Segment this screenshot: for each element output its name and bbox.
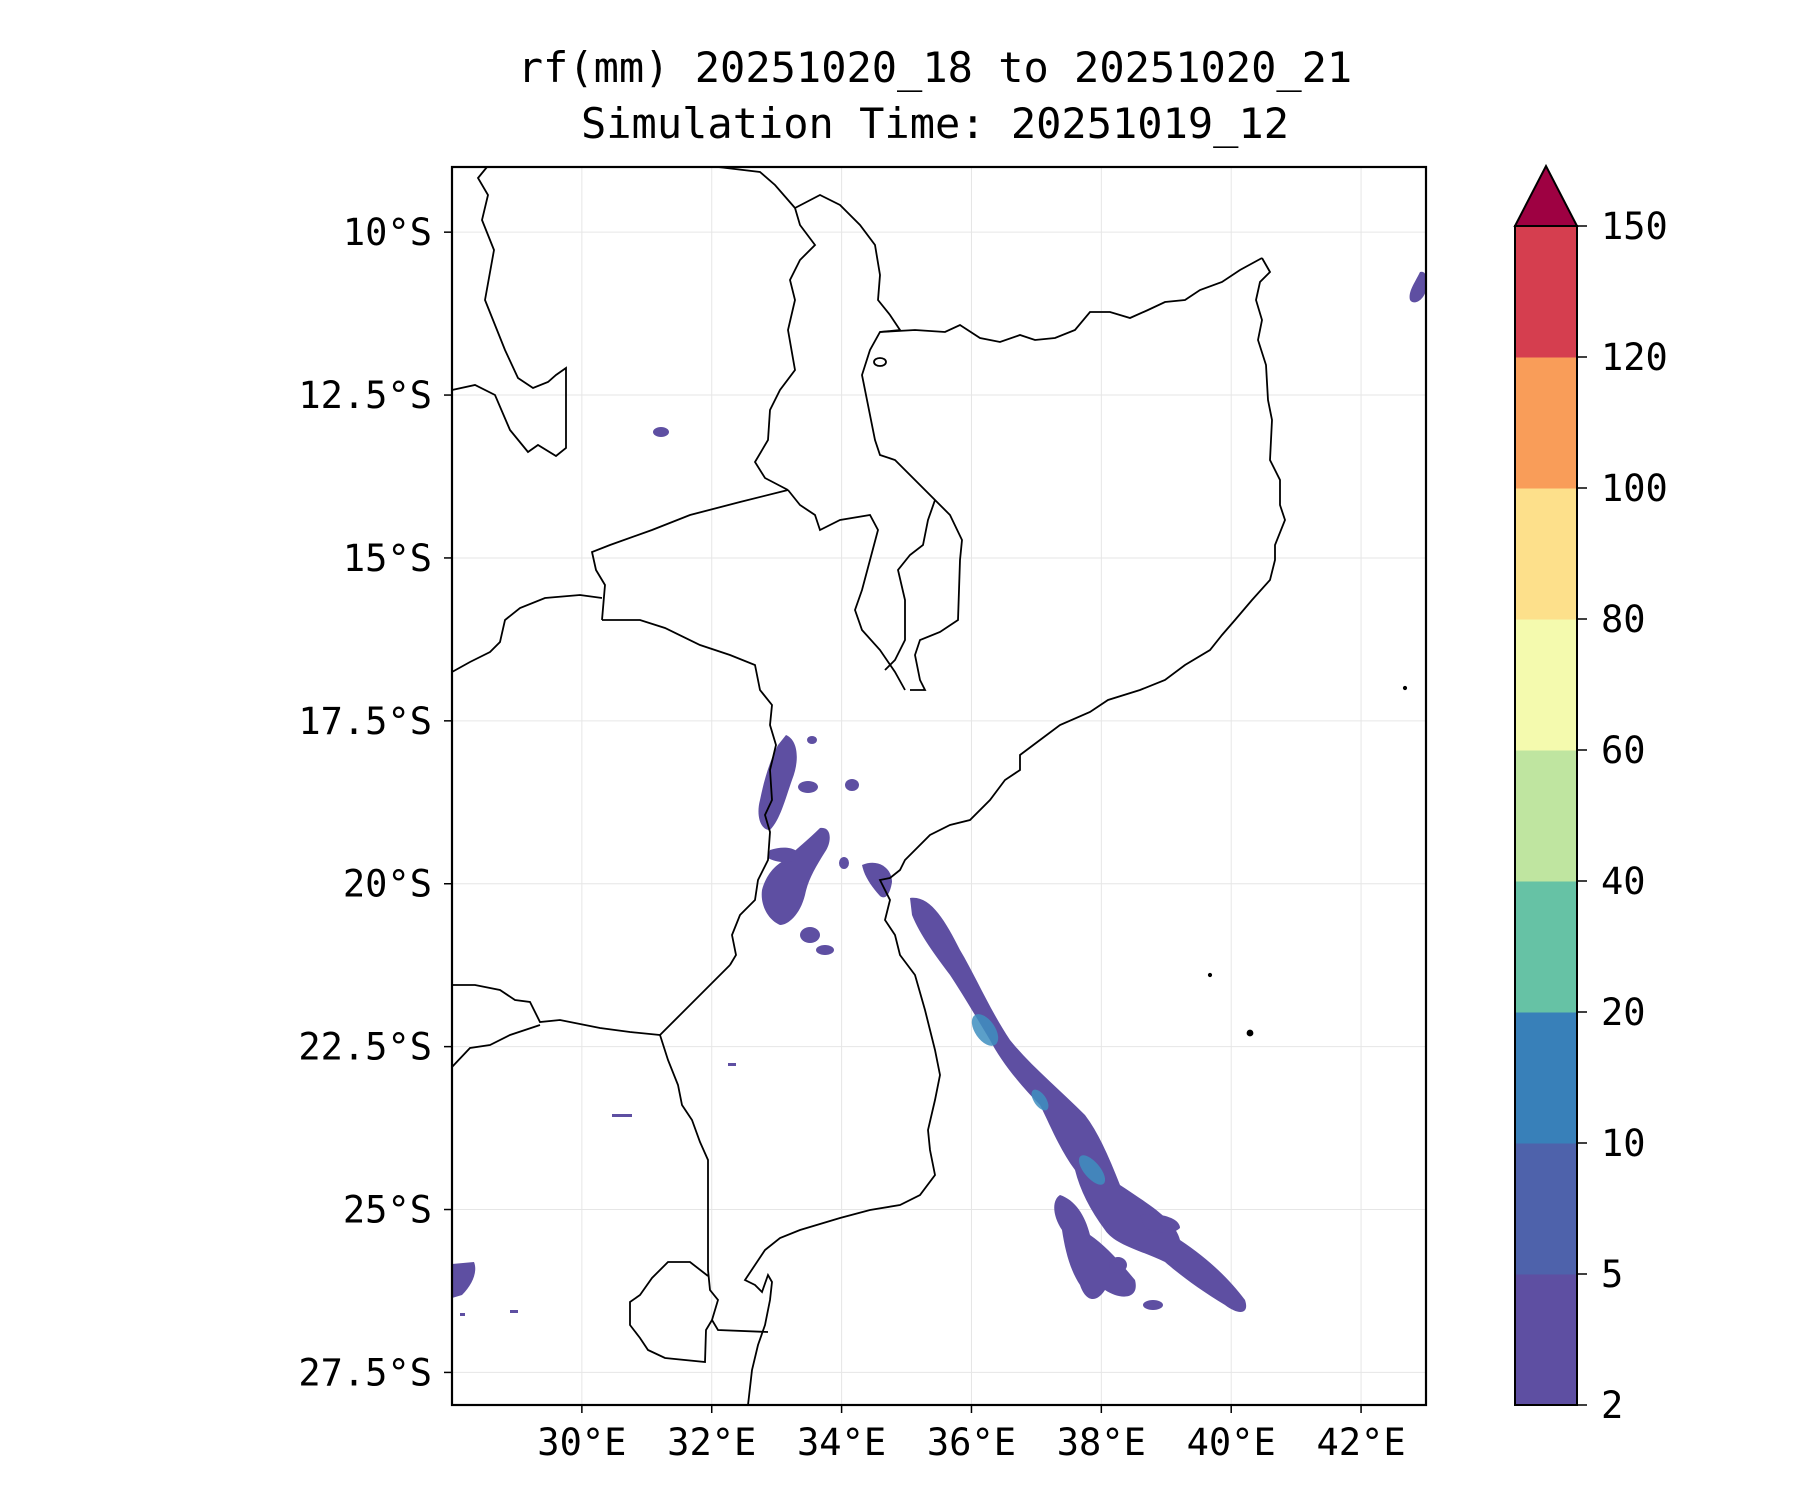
colorbar-tick-label: 150: [1601, 205, 1668, 248]
colorbar: 2 5 10 20 40 60 80 100 120 150: [1513, 163, 1668, 1427]
rain-cell: [728, 1063, 736, 1066]
x-tick-label: 40°E: [1187, 1421, 1276, 1464]
colorbar-segment: [1515, 1143, 1577, 1275]
border-malawi-west: [787, 489, 906, 691]
colorbar-extend-max: [1513, 163, 1579, 227]
y-tick-label: 17.5°S: [298, 700, 432, 743]
colorbar-tick-label: 10: [1601, 1122, 1646, 1165]
rain-cell: [1109, 1257, 1127, 1273]
y-tick-label: 22.5°S: [298, 1026, 432, 1069]
colorbar-tick-label: 60: [1601, 729, 1646, 772]
rain-cell: [653, 427, 669, 437]
colorbar-frame: [1514, 225, 1578, 1406]
border-zambia-mozambique: [590, 489, 789, 621]
colorbar-tick-label: 2: [1601, 1384, 1623, 1427]
rainfall-field: [452, 271, 1427, 1316]
y-tick-label: 20°S: [343, 863, 432, 906]
rain-band-lobe-east: [1140, 1214, 1180, 1233]
y-tick-label: 15°S: [343, 537, 432, 580]
colorbar-tick-label: 100: [1601, 467, 1668, 510]
border-malawi-tanzania: [794, 193, 963, 691]
island-marker: [1246, 1029, 1254, 1037]
rain-cell-north: [758, 735, 797, 830]
island-marker: [873, 357, 887, 367]
rain-cell: [1143, 1300, 1163, 1310]
border-zimbabwe-south: [659, 964, 731, 1036]
colorbar-tick-label: 40: [1601, 860, 1646, 903]
rain-cell-se-tanzania: [1409, 271, 1427, 303]
colorbar-segment: [1515, 226, 1577, 358]
colorbar-segment: [1515, 881, 1577, 1013]
rain-core: [971, 1014, 999, 1046]
rainfall-field-mid: [971, 1014, 1106, 1185]
rain-cell-arm: [768, 847, 800, 863]
rain-core: [1031, 1089, 1049, 1111]
title-line-2: Simulation Time: 20251019_12: [581, 99, 1289, 148]
title-line-1: rf(mm) 20251020_18 to 20251020_21: [518, 43, 1352, 92]
rain-cell: [510, 1310, 518, 1313]
island-marker: [1402, 685, 1408, 691]
map-panel: 30°E 32°E 34°E 36°E 38°E 40°E 42°E 10°S12.5°S1…: [298, 165, 1428, 1464]
y-tick-label: 12.5°S: [298, 374, 432, 417]
gridlines: [452, 167, 1426, 1405]
rain-cell-central: [761, 827, 830, 925]
map-background: [452, 167, 1426, 1405]
rain-cell: [460, 1313, 465, 1316]
colorbar-tick-label: 5: [1601, 1253, 1623, 1296]
colorbar-segment: [1515, 1274, 1577, 1406]
colorbar-tick-label: 20: [1601, 991, 1646, 1034]
country-boundaries: [451, 166, 1408, 1406]
y-tick-label: 25°S: [343, 1189, 432, 1232]
rain-cell: [816, 945, 834, 955]
rain-cell: [798, 781, 818, 793]
island-marker: [1207, 972, 1213, 978]
border-zambia-zimbabwe: [451, 594, 603, 673]
border-botswana: [452, 984, 661, 1036]
colorbar-segment: [1515, 488, 1577, 620]
colorbar-tick-label: 80: [1601, 598, 1646, 641]
colorbar-segment: [1515, 357, 1577, 489]
border-malawi-south: [884, 499, 936, 671]
colorbar-segment: [1515, 619, 1577, 751]
colorbar-segment: [1515, 1012, 1577, 1144]
x-tick-label: 34°E: [797, 1421, 886, 1464]
border-eswatini: [629, 1261, 713, 1363]
x-tick-label: 32°E: [667, 1421, 756, 1464]
rain-cell: [845, 779, 859, 791]
border-zimbabwe-mozambique: [602, 619, 777, 966]
rain-band-lobe-south: [1054, 1195, 1136, 1300]
colorbar-tick-label: 120: [1601, 336, 1668, 379]
y-tick-label: 10°S: [343, 211, 432, 254]
colorbar-segment: [1515, 750, 1577, 882]
rain-core: [1078, 1155, 1106, 1185]
x-tick-label: 38°E: [1057, 1421, 1146, 1464]
x-tick-label: 30°E: [537, 1421, 626, 1464]
border-zambia-tanzania: [717, 166, 817, 491]
y-axis-ticks: 10°S 12.5°S 15°S 17.5°S 20°S 22.5°S 25°S 27.5°S: [298, 211, 452, 1394]
border-tanzania-mozambique: [879, 257, 1263, 343]
rain-cell: [612, 1114, 632, 1117]
coastline-mozambique: [743, 257, 1286, 1406]
map-frame: [450, 165, 1428, 1407]
x-axis-ticks: 30°E 32°E 34°E 36°E 38°E 40°E 42°E: [537, 1405, 1406, 1464]
border-zambia-drc: [451, 166, 567, 458]
x-tick-label: 36°E: [927, 1421, 1016, 1464]
border-south-africa-botswana: [451, 1024, 541, 1068]
rain-band-channel: [910, 897, 1247, 1312]
rain-cell: [800, 927, 820, 943]
rain-cell: [839, 857, 849, 869]
y-tick-label: 27.5°S: [298, 1351, 432, 1394]
rain-cell: [807, 736, 817, 744]
x-tick-label: 42°E: [1317, 1421, 1406, 1464]
rain-cell-sw: [452, 1262, 476, 1298]
